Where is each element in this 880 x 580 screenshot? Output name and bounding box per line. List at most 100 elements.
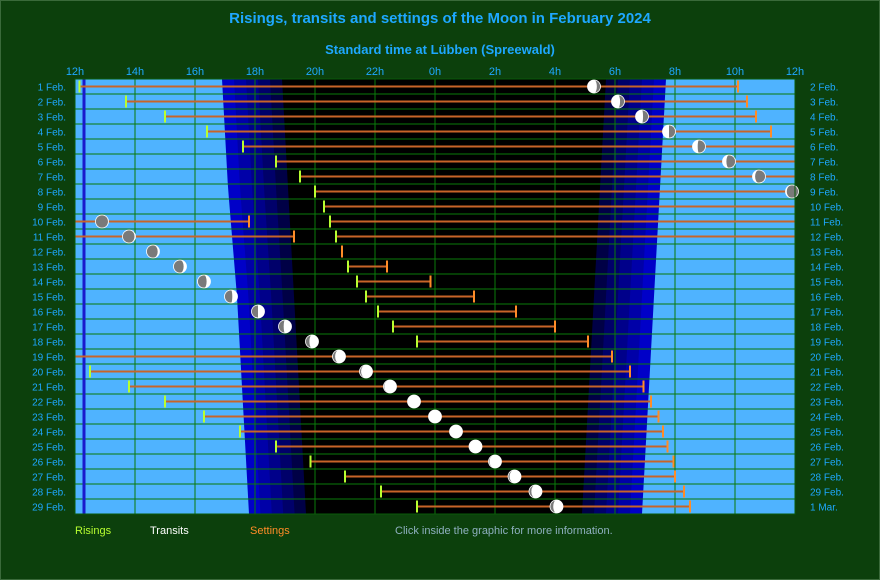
row-label-right: 17 Feb. xyxy=(810,308,844,319)
moon-transit-lit xyxy=(469,440,482,453)
row-label-right: 4 Feb. xyxy=(810,113,838,124)
row-label-left: 1 Feb. xyxy=(38,83,66,94)
row-label-left: 2 Feb. xyxy=(38,98,66,109)
row-label-left: 19 Feb. xyxy=(32,353,66,364)
row-label-left: 3 Feb. xyxy=(38,113,66,124)
row-label-right: 15 Feb. xyxy=(810,278,844,289)
row-label-right: 21 Feb. xyxy=(810,368,844,379)
row-label-right: 22 Feb. xyxy=(810,383,844,394)
x-tick-label: 10h xyxy=(726,66,744,78)
moon-transit-lit xyxy=(153,245,160,259)
row-label-left: 20 Feb. xyxy=(32,368,66,379)
x-tick-label: 12h xyxy=(786,66,804,78)
row-label-right: 13 Feb. xyxy=(810,248,844,259)
x-tick-label: 18h xyxy=(246,66,264,78)
x-tick-label: 2h xyxy=(489,66,501,78)
legend-risings: Risings xyxy=(75,525,112,537)
moon-transit-lit xyxy=(309,335,319,348)
row-label-left: 8 Feb. xyxy=(38,188,66,199)
row-label-right: 7 Feb. xyxy=(810,158,838,169)
moon-transit-lit xyxy=(361,365,373,378)
row-label-left: 15 Feb. xyxy=(32,293,66,304)
moon-transit-lit xyxy=(180,260,187,273)
page-title: Risings, transits and settings of the Mo… xyxy=(229,10,651,27)
legend-settings: Settings xyxy=(250,525,290,537)
row-label-left: 12 Feb. xyxy=(32,248,66,259)
row-label-left: 14 Feb. xyxy=(32,278,66,289)
row-label-right: 3 Feb. xyxy=(810,98,838,109)
x-tick-label: 16h xyxy=(186,66,204,78)
moon-transit-lit xyxy=(384,380,397,393)
x-tick-label: 0h xyxy=(429,66,441,78)
row-label-left: 22 Feb. xyxy=(32,398,66,409)
row-label-right: 14 Feb. xyxy=(810,263,844,274)
moon-transit-lit xyxy=(283,320,292,333)
row-label-right: 11 Feb. xyxy=(810,218,843,229)
moon-transit-lit xyxy=(531,485,543,498)
x-tick-label: 20h xyxy=(306,66,324,78)
row-label-left: 25 Feb. xyxy=(32,443,66,454)
moon-transit-lit xyxy=(553,500,563,513)
row-label-left: 27 Feb. xyxy=(32,473,66,484)
row-label-left: 5 Feb. xyxy=(38,143,66,154)
info-hint: Click inside the graphic for more inform… xyxy=(395,525,613,537)
row-label-left: 7 Feb. xyxy=(38,173,66,184)
moon-transit-lit xyxy=(204,275,211,288)
row-label-right: 19 Feb. xyxy=(810,338,844,349)
row-label-left: 24 Feb. xyxy=(32,428,66,439)
moon-transit-lit xyxy=(785,185,792,198)
x-tick-label: 6h xyxy=(609,66,621,78)
row-label-right: 5 Feb. xyxy=(810,128,838,139)
row-label-right: 18 Feb. xyxy=(810,323,844,334)
row-label-right: 26 Feb. xyxy=(810,443,844,454)
row-label-right: 6 Feb. xyxy=(810,143,838,154)
x-tick-label: 4h xyxy=(549,66,561,78)
row-label-left: 23 Feb. xyxy=(32,413,66,424)
row-label-right: 8 Feb. xyxy=(810,173,838,184)
moon-transit-lit xyxy=(509,470,521,483)
moon-transit-lit xyxy=(587,80,597,93)
moon-transit-lit xyxy=(635,110,644,123)
moon-transit-lit xyxy=(428,410,442,423)
row-label-left: 16 Feb. xyxy=(32,308,66,319)
moon-transit-lit xyxy=(407,395,421,408)
row-label-left: 4 Feb. xyxy=(38,128,66,139)
row-label-left: 21 Feb. xyxy=(32,383,66,394)
row-label-right: 23 Feb. xyxy=(810,398,844,409)
moon-transit-lit xyxy=(692,140,699,153)
moon-transit-lit xyxy=(722,155,729,168)
row-label-left: 13 Feb. xyxy=(32,263,66,274)
row-label-left: 6 Feb. xyxy=(38,158,66,169)
row-label-right: 20 Feb. xyxy=(810,353,844,364)
row-label-right: 9 Feb. xyxy=(810,188,838,199)
row-label-right: 27 Feb. xyxy=(810,458,844,469)
row-label-left: 17 Feb. xyxy=(32,323,66,334)
moon-transit-lit xyxy=(129,230,136,243)
row-label-left: 26 Feb. xyxy=(32,458,66,469)
row-label-left: 28 Feb. xyxy=(32,488,66,499)
row-label-right: 16 Feb. xyxy=(810,293,844,304)
row-label-left: 11 Feb. xyxy=(33,233,66,244)
row-label-left: 18 Feb. xyxy=(32,338,66,349)
chart-border xyxy=(74,78,796,515)
moon-transit-lit xyxy=(335,350,346,363)
row-label-right: 2 Feb. xyxy=(810,83,838,94)
x-tick-label: 14h xyxy=(126,66,144,78)
moon-transit-lit xyxy=(258,305,265,318)
x-tick-label: 12h xyxy=(66,66,84,78)
moon-transit-lit xyxy=(449,425,463,438)
page-subtitle: Standard time at Lübben (Spreewald) xyxy=(325,42,555,57)
moon-transit-lit xyxy=(611,95,621,108)
row-label-right: 12 Feb. xyxy=(810,233,844,244)
row-label-left: 29 Feb. xyxy=(32,503,66,514)
legend-transits: Transits xyxy=(150,525,189,537)
row-label-left: 10 Feb. xyxy=(32,218,66,229)
x-tick-label: 8h xyxy=(669,66,681,78)
row-label-right: 28 Feb. xyxy=(810,473,844,484)
row-label-right: 1 Mar. xyxy=(810,503,838,514)
row-label-left: 9 Feb. xyxy=(38,203,66,214)
moon-transit-lit xyxy=(662,125,669,138)
row-label-right: 25 Feb. xyxy=(810,428,844,439)
moon-transit-lit xyxy=(231,290,238,303)
